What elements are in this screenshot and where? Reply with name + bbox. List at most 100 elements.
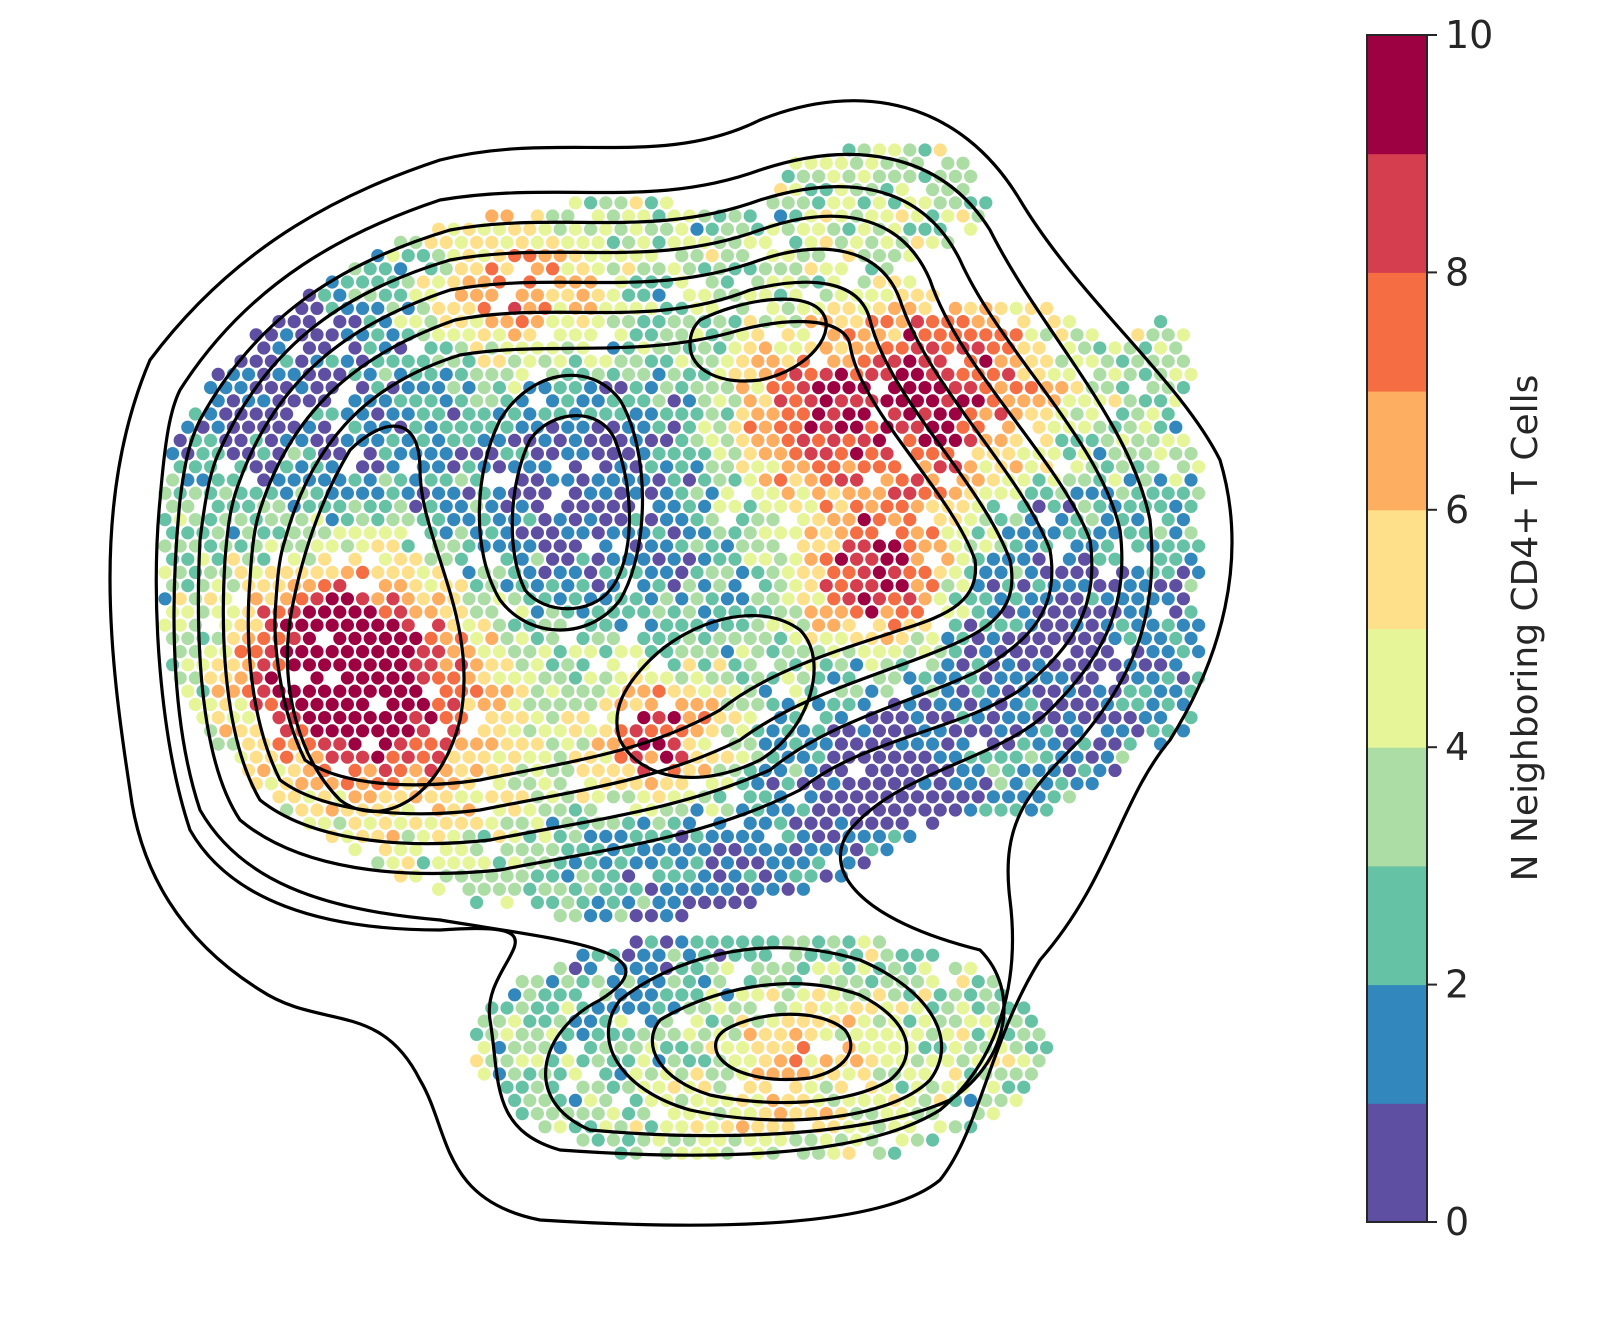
spot-point — [796, 856, 811, 870]
spot-point — [1062, 394, 1076, 408]
spot-point — [850, 579, 864, 593]
spot-point — [933, 433, 947, 447]
spot-point — [492, 856, 506, 870]
spot-point — [1009, 433, 1023, 447]
spot-point — [1108, 367, 1122, 381]
spot-point — [766, 433, 780, 447]
spot-point — [872, 592, 887, 606]
spot-point — [211, 579, 225, 593]
spot-point — [812, 1146, 826, 1160]
spot-point — [462, 539, 476, 553]
spot-point — [591, 684, 605, 698]
spot-point — [591, 1027, 605, 1041]
spot-point — [986, 473, 1001, 487]
spot-point — [644, 407, 659, 421]
spot-point — [888, 249, 902, 263]
spot-point — [698, 288, 712, 302]
spot-point — [834, 235, 849, 249]
spot-point — [789, 235, 803, 249]
spot-point — [454, 420, 468, 434]
spot-point — [964, 777, 978, 791]
spot-point — [865, 367, 879, 381]
spot-point — [1123, 526, 1137, 540]
spot-point — [401, 671, 415, 685]
spot-point — [439, 499, 453, 513]
spot-point — [736, 988, 750, 1002]
spot-point — [1040, 750, 1054, 764]
spot-point — [1093, 367, 1107, 381]
spot-point — [743, 1001, 757, 1015]
spot-point — [1002, 711, 1016, 725]
spot-point — [1009, 539, 1023, 553]
spot-point — [720, 1014, 735, 1028]
spot-point — [584, 565, 598, 580]
spot-point — [432, 407, 446, 421]
spot-point — [356, 645, 370, 659]
spot-point — [1024, 1067, 1038, 1081]
spot-point — [781, 777, 795, 791]
spot-point — [667, 499, 681, 513]
spot-point — [850, 684, 864, 698]
spot-point — [1146, 618, 1160, 632]
spot-point — [530, 552, 545, 566]
spot-point — [302, 579, 316, 593]
spot-point — [348, 499, 362, 513]
spot-point — [842, 618, 856, 632]
spot-point — [705, 856, 719, 870]
spot-point — [310, 592, 324, 606]
spot-point — [1138, 526, 1152, 540]
spot-point — [979, 671, 993, 685]
spot-point — [454, 526, 468, 540]
spot-point — [447, 697, 461, 712]
spot-point — [720, 565, 735, 580]
spot-point — [166, 579, 180, 593]
spot-point — [690, 539, 704, 553]
spot-point — [796, 169, 811, 183]
spot-point — [774, 1027, 788, 1041]
spot-point — [812, 961, 826, 976]
spot-point — [865, 288, 879, 302]
spot-point — [667, 262, 681, 276]
spot-point — [698, 447, 712, 461]
spot-point — [720, 829, 735, 844]
spot-point — [302, 420, 316, 434]
spot-point — [576, 526, 590, 540]
spot-point — [606, 975, 621, 989]
spot-point — [507, 618, 522, 632]
spot-point — [652, 473, 666, 487]
spot-point — [1009, 381, 1023, 395]
spot-point — [530, 420, 545, 434]
spot-point — [796, 301, 811, 315]
spot-point — [796, 381, 811, 395]
spot-point — [1161, 697, 1175, 712]
spot-point — [477, 1014, 491, 1028]
spot-point — [622, 948, 636, 962]
spot-point — [842, 935, 856, 949]
spot-point — [424, 790, 438, 804]
spot-point — [964, 381, 978, 395]
spot-point — [743, 367, 757, 381]
spot-point — [1154, 315, 1168, 329]
spot-point — [994, 328, 1008, 342]
spot-point — [918, 1093, 932, 1107]
spot-point — [553, 513, 567, 527]
spot-point — [705, 407, 719, 421]
spot-point — [424, 552, 438, 566]
spot-point — [933, 803, 947, 817]
spot-point — [1070, 539, 1084, 553]
spot-point — [1176, 381, 1190, 395]
spot-point — [204, 565, 218, 580]
spot-point — [903, 433, 917, 447]
spot-point — [637, 473, 651, 487]
spot-point — [850, 341, 864, 355]
spot-point — [1100, 381, 1114, 395]
spot-point — [242, 737, 256, 751]
spot-point — [188, 513, 202, 527]
spot-point — [181, 420, 195, 434]
spot-point — [667, 975, 681, 989]
spot-point — [1085, 777, 1099, 791]
spot-point — [181, 552, 195, 566]
spot-point — [1146, 486, 1160, 500]
spot-point — [1017, 605, 1031, 619]
spot-point — [812, 988, 826, 1002]
